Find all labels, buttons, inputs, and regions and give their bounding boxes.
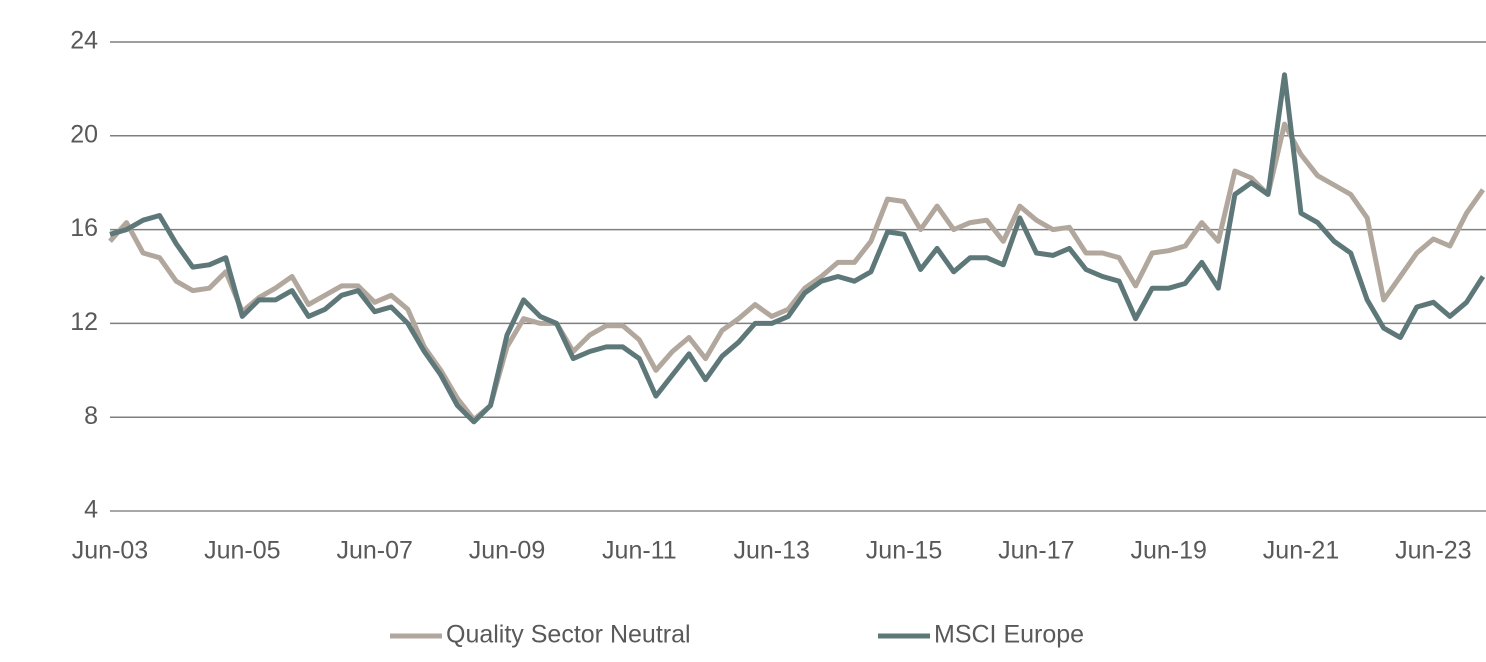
series-line: [109, 72, 1486, 425]
y-tick-label: 20: [70, 120, 98, 148]
y-tick-label: 24: [70, 27, 98, 55]
y-tick-label: 12: [70, 308, 98, 336]
x-tick-label: Jun-21: [1263, 537, 1339, 565]
x-tick-label: Jun-07: [336, 537, 412, 565]
x-tick-label: Jun-13: [733, 537, 809, 565]
x-tick-label: Jun-15: [866, 537, 942, 565]
x-tick-label: Jun-23: [1395, 537, 1471, 565]
legend-label: Quality Sector Neutral: [446, 621, 691, 649]
x-tick-label: Jun-09: [469, 537, 545, 565]
x-tick-label: Jun-17: [998, 537, 1074, 565]
x-tick-label: Jun-19: [1130, 537, 1206, 565]
y-tick-label: 8: [84, 402, 98, 430]
x-tick-label: Jun-05: [204, 537, 280, 565]
x-tick-label: Jun-11: [602, 537, 677, 565]
y-tick-label: 4: [84, 496, 98, 524]
y-tick-label: 16: [70, 214, 98, 242]
x-tick-label: Jun-03: [72, 537, 148, 565]
legend-label: MSCI Europe: [934, 621, 1084, 649]
legend: Quality Sector Neutral MSCI Europe: [390, 621, 1084, 649]
series-line: [108, 121, 1486, 422]
